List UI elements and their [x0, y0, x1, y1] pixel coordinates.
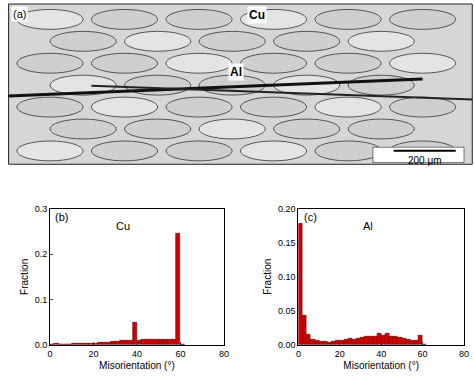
- svg-text:0.00: 0.00: [278, 340, 296, 350]
- svg-text:40: 40: [132, 349, 142, 359]
- svg-text:0.10: 0.10: [278, 272, 296, 282]
- svg-text:0.3: 0.3: [35, 204, 48, 214]
- svg-text:60: 60: [175, 349, 185, 359]
- svg-text:Cu: Cu: [249, 8, 265, 22]
- svg-text:0.15: 0.15: [278, 238, 296, 248]
- svg-text:80: 80: [459, 349, 469, 359]
- svg-text:80: 80: [219, 349, 229, 359]
- svg-text:20: 20: [335, 349, 345, 359]
- svg-text:(b): (b): [55, 211, 68, 223]
- svg-text:0.20: 0.20: [278, 204, 296, 214]
- svg-text:Misorientation (°): Misorientation (°): [99, 360, 175, 371]
- svg-text:Misorientation (°): Misorientation (°): [343, 360, 419, 371]
- svg-text:200 μm: 200 μm: [408, 155, 442, 166]
- svg-text:Cu: Cu: [116, 220, 130, 232]
- svg-text:0: 0: [296, 349, 301, 359]
- svg-text:Fraction: Fraction: [262, 259, 273, 295]
- svg-text:0.1: 0.1: [35, 295, 48, 305]
- svg-text:0: 0: [47, 349, 52, 359]
- svg-text:0.2: 0.2: [35, 249, 48, 259]
- svg-text:20: 20: [88, 349, 98, 359]
- svg-text:0.05: 0.05: [278, 306, 296, 316]
- svg-text:40: 40: [376, 349, 386, 359]
- svg-text:Al: Al: [230, 65, 242, 79]
- svg-text:60: 60: [418, 349, 428, 359]
- svg-text:Al: Al: [363, 220, 373, 232]
- svg-text:(a): (a): [13, 8, 26, 20]
- svg-text:(c): (c): [304, 211, 317, 223]
- svg-text:0.0: 0.0: [35, 340, 48, 350]
- svg-text:Fraction: Fraction: [19, 259, 30, 295]
